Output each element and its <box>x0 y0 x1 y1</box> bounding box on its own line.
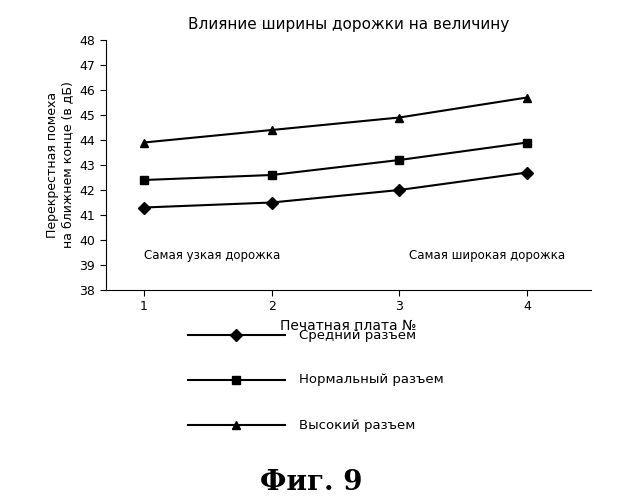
Y-axis label: Перекрестная помеха
на ближнем конце (в дБ): Перекрестная помеха на ближнем конце (в … <box>46 82 74 248</box>
Text: Самая узкая дорожка: Самая узкая дорожка <box>144 250 281 262</box>
Text: Фиг. 9: Фиг. 9 <box>260 469 362 496</box>
Text: Средний разъем: Средний разъем <box>299 328 415 342</box>
Text: Высокий разъем: Высокий разъем <box>299 418 415 432</box>
X-axis label: Печатная плата №: Печатная плата № <box>280 319 417 333</box>
Text: Нормальный разъем: Нормальный разъем <box>299 374 443 386</box>
Title: Влияние ширины дорожки на величину: Влияние ширины дорожки на величину <box>188 17 509 32</box>
Text: Самая широкая дорожка: Самая широкая дорожка <box>409 250 565 262</box>
